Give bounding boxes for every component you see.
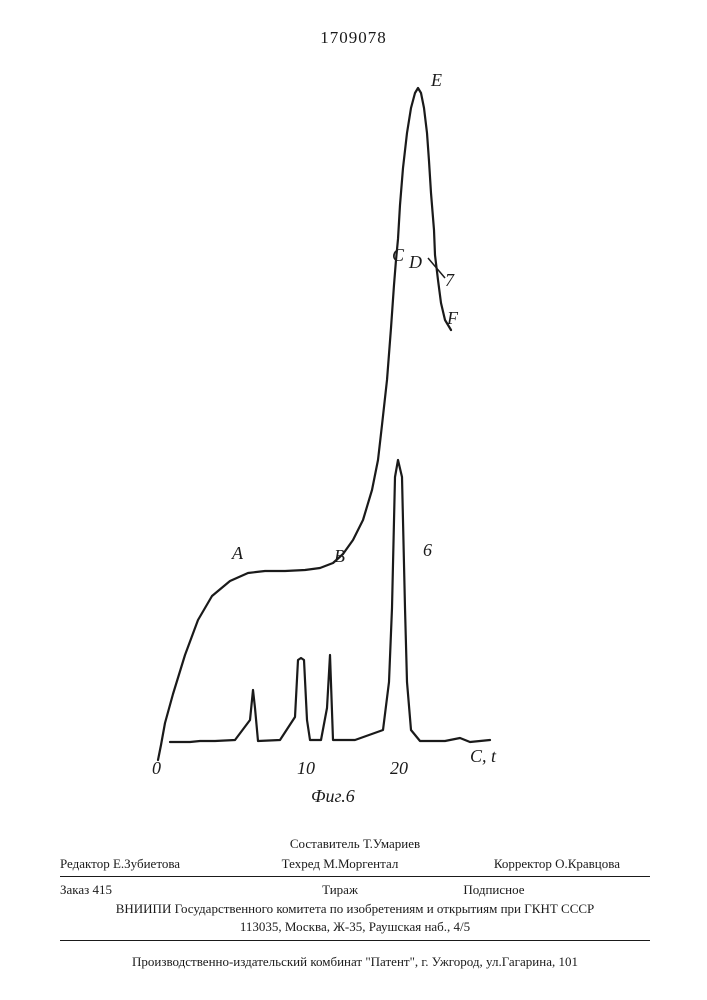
- figure-caption: Фиг.6: [311, 786, 355, 807]
- curve-6: [170, 460, 490, 742]
- x-tick-10: 10: [297, 758, 315, 779]
- point-label-E: E: [431, 70, 442, 91]
- chart-svg: [95, 60, 525, 800]
- compiler-row: Составитель Т.Умариев: [60, 835, 650, 853]
- techred-name: М.Моргентал: [323, 856, 398, 871]
- corrector-label: Корректор: [494, 856, 552, 871]
- point-label-D: D: [409, 252, 422, 273]
- credits-row: Редактор Е.Зубиетова Техред М.Моргентал …: [60, 855, 650, 873]
- order-row: Заказ 415 Тираж Подписное: [60, 881, 650, 899]
- x-tick-20: 20: [390, 758, 408, 779]
- x-axis-label: C, t: [470, 746, 496, 767]
- footer-block: Составитель Т.Умариев Редактор Е.Зубието…: [60, 835, 650, 970]
- point-label-0: 0: [152, 758, 161, 779]
- production-line: Производственно-издательский комбинат "П…: [60, 953, 650, 971]
- point-label-B: B: [334, 546, 345, 567]
- subscription-label: Подписное: [433, 881, 650, 899]
- point-label-C: C: [392, 245, 404, 266]
- point-label-F: F: [447, 308, 458, 329]
- compiler-name: Т.Умариев: [363, 836, 420, 851]
- divider-top: [60, 876, 650, 877]
- page-number: 1709078: [0, 28, 707, 48]
- compiler-label: Составитель: [290, 836, 360, 851]
- techred-label: Техред: [282, 856, 320, 871]
- point-label-A: A: [232, 543, 243, 564]
- order-label: Заказ 415: [60, 881, 247, 899]
- editor-name: Е.Зубиетова: [113, 856, 180, 871]
- address-line: 113035, Москва, Ж-35, Раушская наб., 4/5: [60, 918, 650, 936]
- tirazh-label: Тираж: [247, 881, 434, 899]
- divider-bottom: [60, 940, 650, 941]
- curve-6-label: 6: [423, 540, 432, 561]
- curve-7-label: 7: [445, 270, 454, 291]
- corrector-name: О.Кравцова: [555, 856, 620, 871]
- org-line: ВНИИПИ Государственного комитета по изоб…: [60, 900, 650, 918]
- editor-label: Редактор: [60, 856, 110, 871]
- chart-figure: E C D F A B 0 6 7 10 20 C, t Фиг.6: [95, 60, 525, 800]
